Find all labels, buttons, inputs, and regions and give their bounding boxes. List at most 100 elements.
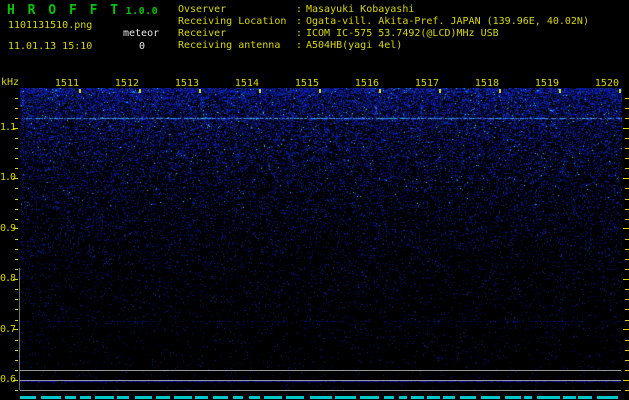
y-axis-minor-tick	[15, 209, 18, 210]
y-axis-minor-tick	[15, 390, 18, 391]
y-axis-major-tick-right	[623, 329, 629, 330]
activity-bar-segment	[233, 396, 244, 399]
activity-bar-segment	[360, 396, 380, 399]
x-axis-tick	[499, 89, 501, 93]
y-axis-minor-tick-right	[625, 259, 629, 260]
y-axis-minor-tick-right	[625, 320, 629, 321]
signal-reference-line-middle	[20, 380, 621, 381]
activity-bar-segment	[213, 396, 228, 399]
y-axis-minor-tick-right	[625, 390, 629, 391]
y-axis-major-tick-right	[623, 178, 629, 179]
y-axis-minor-tick	[15, 299, 18, 300]
x-axis-tick	[319, 89, 321, 93]
x-axis-time-label: 1511	[54, 78, 79, 89]
y-axis-minor-tick-right	[625, 239, 629, 240]
y-axis-freq-label: 1.0	[0, 172, 16, 184]
meteor-count-label: meteor	[123, 28, 160, 39]
activity-bar-segment	[335, 396, 357, 399]
y-axis-minor-tick-right	[625, 249, 629, 250]
y-axis-minor-tick	[15, 138, 18, 139]
y-axis-minor-tick	[15, 98, 18, 99]
activity-bar-segment	[426, 396, 440, 399]
x-axis-time-label: 1513	[174, 78, 199, 89]
activity-bar-segment	[443, 396, 456, 399]
separator: :	[296, 4, 303, 15]
x-axis-time-label: 1515	[294, 78, 319, 89]
y-axis-minor-tick-right	[625, 118, 629, 119]
antenna-label: Receiving antenna	[178, 40, 281, 51]
y-axis-minor-tick	[15, 289, 18, 290]
y-axis-minor-tick	[15, 199, 18, 200]
activity-bar-segment	[537, 396, 561, 399]
x-axis-time-label: 1517	[414, 78, 439, 89]
y-axis-minor-tick	[15, 370, 18, 371]
activity-bar-segment	[481, 396, 501, 399]
location-label: Receiving Location	[178, 16, 287, 27]
x-axis-tick	[139, 89, 141, 93]
x-axis-time-label: 1519	[534, 78, 559, 89]
antenna-value: A504HB(yagi 4el)	[306, 40, 403, 51]
y-axis-minor-tick-right	[625, 269, 629, 270]
y-axis-major-tick	[13, 128, 18, 129]
info-row-receiver: Receiver : ICOM IC-575 53.7492(@LCD)MHz …	[178, 28, 499, 39]
activity-bar-segment	[135, 396, 153, 399]
activity-bar-segment	[309, 396, 332, 399]
y-axis-minor-tick-right	[625, 360, 629, 361]
y-axis-major-tick	[13, 380, 18, 381]
observer-value: Masayuki Kobayashi	[306, 4, 415, 15]
y-axis-freq-label: 0.8	[0, 273, 16, 285]
y-axis-minor-tick	[15, 340, 18, 341]
y-axis-unit-label: kHz	[1, 77, 20, 88]
activity-bar-segment	[383, 396, 394, 399]
y-axis-major-tick-right	[623, 279, 629, 280]
activity-bar-segment	[577, 396, 592, 399]
activity-bar-segment	[155, 396, 170, 399]
signal-graph-left-border	[19, 268, 20, 390]
activity-bar-segment	[195, 396, 209, 399]
receiver-value: ICOM IC-575 53.7492(@LCD)MHz USB	[306, 28, 499, 39]
x-axis-tick	[559, 89, 561, 93]
x-axis-time-label: 1516	[354, 78, 379, 89]
y-axis-minor-tick-right	[625, 309, 629, 310]
y-axis-minor-tick	[15, 320, 18, 321]
x-axis-time-label: 1520	[594, 78, 619, 89]
activity-bar-segment	[64, 396, 76, 399]
y-axis-minor-tick-right	[625, 350, 629, 351]
y-axis-minor-tick-right	[625, 370, 629, 371]
activity-bar-segment	[459, 396, 476, 399]
x-axis-time-label: 1514	[234, 78, 259, 89]
y-axis-major-tick	[13, 279, 18, 280]
y-axis-freq-label: 0.6	[0, 374, 16, 385]
y-axis-major-tick	[13, 329, 18, 330]
y-axis-major-tick-right	[623, 128, 629, 129]
y-axis-minor-tick-right	[625, 98, 629, 99]
y-axis-major-tick-right	[623, 380, 629, 381]
activity-bar-segment	[94, 396, 114, 399]
y-axis-minor-tick	[15, 350, 18, 351]
activity-bar-segment	[562, 396, 576, 399]
y-axis-minor-tick	[15, 158, 18, 159]
y-axis-minor-tick-right	[625, 138, 629, 139]
activity-bar-segment	[20, 396, 36, 399]
y-axis-minor-tick-right	[625, 289, 629, 290]
y-axis-minor-tick-right	[625, 199, 629, 200]
y-axis-minor-tick-right	[625, 168, 629, 169]
y-axis-minor-tick	[15, 259, 18, 260]
y-axis-minor-tick-right	[625, 188, 629, 189]
info-row-location: Receiving Location : Ogata-vill. Akita-P…	[178, 16, 589, 27]
x-axis-tick	[439, 89, 441, 93]
x-axis-time-label: 1512	[114, 78, 139, 89]
activity-bar-segment	[174, 396, 193, 399]
separator: :	[296, 16, 303, 27]
receiver-label: Receiver	[178, 28, 227, 39]
y-axis-minor-tick-right	[625, 340, 629, 341]
x-axis-tick	[379, 89, 381, 93]
activity-bar-segment	[249, 396, 261, 399]
observation-datetime: 11.01.13 15:10	[8, 41, 93, 52]
activity-bar-segment	[286, 396, 305, 399]
activity-bar-segment	[410, 396, 424, 399]
y-axis-freq-label: 0.9	[0, 222, 16, 234]
activity-bar-segment	[40, 396, 61, 399]
y-axis-freq-label: 0.7	[0, 323, 16, 335]
